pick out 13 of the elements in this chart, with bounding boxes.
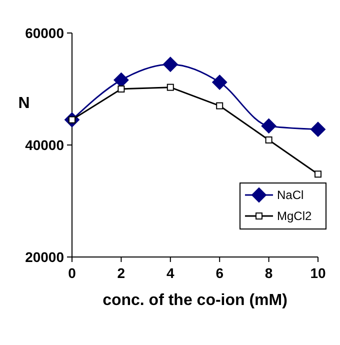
x-tick-label: 0 bbox=[68, 265, 76, 281]
x-tick-label: 6 bbox=[216, 265, 224, 281]
y-tick-label: 20000 bbox=[25, 249, 64, 265]
x-tick-label: 4 bbox=[166, 265, 174, 281]
y-tick-label: 40000 bbox=[25, 137, 64, 153]
y-tick-label: 60000 bbox=[25, 25, 64, 41]
x-tick-label: 10 bbox=[310, 265, 326, 281]
y-axis-title: N bbox=[18, 95, 30, 112]
x-axis-title: conc. of the co-ion (mM) bbox=[102, 292, 288, 309]
x-tick-label: 2 bbox=[117, 265, 126, 281]
x-tick-label: 8 bbox=[264, 265, 273, 281]
legend-label: MgCl2 bbox=[277, 209, 312, 223]
legend-label: NaCl bbox=[277, 188, 304, 202]
